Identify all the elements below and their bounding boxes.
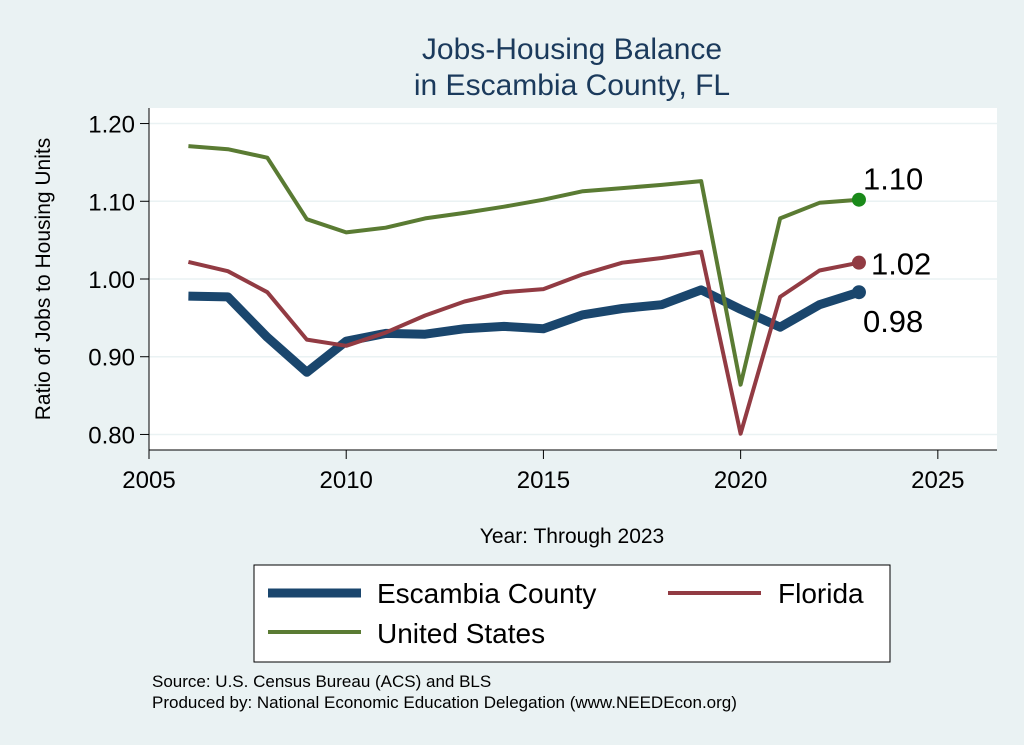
legend-label-escambia: Escambia County <box>377 578 596 609</box>
chart-title-line-1: Jobs-Housing Balance <box>422 33 722 66</box>
legend-box <box>253 564 891 663</box>
y-tick-label: 1.20 <box>88 112 135 139</box>
y-tick-label: 0.90 <box>88 345 135 372</box>
y-tick-label: 0.80 <box>88 422 135 449</box>
legend: Escambia County Florida United States <box>253 564 891 663</box>
y-tick-label: 1.10 <box>88 189 135 216</box>
series-line-florida <box>187 249 860 436</box>
x-tick-label: 2010 <box>320 467 373 494</box>
series-line-united-states <box>188 144 860 387</box>
y-axis-label: Ratio of Jobs to Housing Units <box>32 138 55 420</box>
legend-label-florida: Florida <box>778 578 864 609</box>
legend-label-united-states: United States <box>377 618 545 649</box>
series-line-escambia-county <box>188 285 861 377</box>
x-tick-label: 2025 <box>911 467 964 494</box>
produced-by-note: Produced by: National Economic Education… <box>152 693 737 712</box>
chart-title-line-2: in Escambia County, FL <box>414 69 730 102</box>
end-label-escambia-county: 0.98 <box>863 304 923 339</box>
x-axis-ticks: 2005 2010 2015 2020 2025 <box>122 450 965 494</box>
end-marker-united-states <box>851 192 866 207</box>
end-marker-escambia-county <box>851 285 866 300</box>
x-axis-label: Year: Through 2023 <box>480 525 665 548</box>
source-note: Source: U.S. Census Bureau (ACS) and BLS <box>152 672 491 691</box>
x-tick-label: 2005 <box>122 467 175 494</box>
end-markers: 0.98 1.02 1.10 <box>851 162 931 339</box>
y-axis-ticks: 0.80 0.90 1.00 1.10 1.20 <box>88 112 149 449</box>
x-tick-label: 2020 <box>714 467 767 494</box>
series-group <box>187 144 861 436</box>
y-tick-label: 1.00 <box>88 267 135 294</box>
end-label-florida: 1.02 <box>871 247 931 282</box>
end-label-united-states: 1.10 <box>863 162 923 197</box>
x-tick-label: 2015 <box>517 467 570 494</box>
end-marker-florida <box>851 255 866 270</box>
